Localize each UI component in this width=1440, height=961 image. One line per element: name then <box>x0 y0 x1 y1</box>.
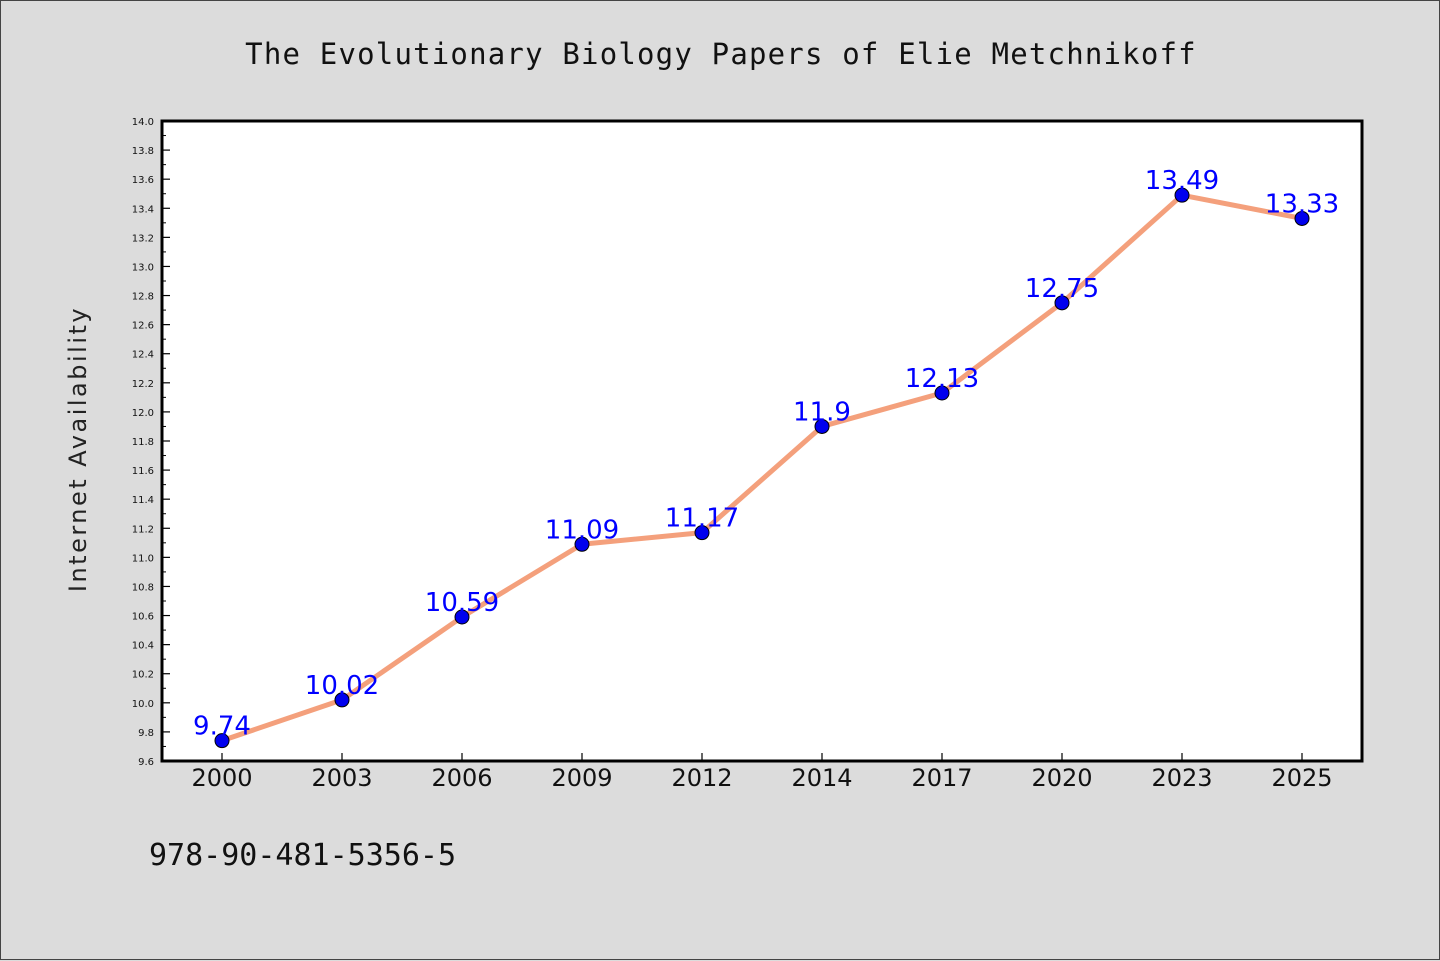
y-tick-label: 10.6 <box>132 612 154 623</box>
y-tick-label: 13.8 <box>132 146 154 157</box>
data-label: 10.59 <box>425 588 499 618</box>
x-tick-label: 2023 <box>1151 764 1212 792</box>
data-label: 11.17 <box>665 504 739 534</box>
y-axis-ticks: 9.6 9.8 10.0 10.2 10.4 10.6 10.8 11.0 11.2 11.4 11… <box>132 117 170 768</box>
data-point <box>1294 210 1310 226</box>
series-layer: 9.74 10.02 10.59 11.09 11.17 11.9 12.13 12.75 13… <box>193 166 1339 749</box>
y-tick-label: 10.4 <box>132 641 154 652</box>
data-label: 10.02 <box>305 671 379 701</box>
x-tick-label: 2020 <box>1031 764 1092 792</box>
data-point <box>334 692 350 708</box>
y-tick-label: 9.6 <box>138 757 154 768</box>
data-point <box>814 418 830 434</box>
x-tick-label: 2012 <box>671 764 732 792</box>
x-tick-label: 2025 <box>1271 764 1332 792</box>
data-point <box>934 385 950 401</box>
data-point <box>1174 187 1190 203</box>
data-point <box>694 525 710 541</box>
y-tick-label: 11.0 <box>132 553 154 564</box>
data-point <box>1054 295 1070 311</box>
data-point <box>214 733 230 749</box>
y-tick-label: 13.4 <box>132 204 154 215</box>
y-tick-label: 12.2 <box>132 379 154 390</box>
data-point <box>574 536 590 552</box>
y-tick-label: 10.2 <box>132 670 154 681</box>
y-tick-label: 9.8 <box>138 728 154 739</box>
y-tick-label: 13.2 <box>132 233 154 244</box>
series-line <box>219 192 1305 744</box>
y-tick-label: 10.0 <box>132 699 154 710</box>
x-tick-label: 2017 <box>911 764 972 792</box>
y-tick-label: 12.4 <box>132 350 154 361</box>
data-label: 12.13 <box>905 364 979 394</box>
y-tick-label: 13.6 <box>132 175 154 186</box>
y-tick-label: 12.6 <box>132 321 154 332</box>
data-label: 11.09 <box>545 515 619 545</box>
x-tick-label: 2003 <box>311 764 372 792</box>
chart-title: The Evolutionary Biology Papers of Elie … <box>245 37 1197 71</box>
y-axis-label: Internet Availability <box>64 306 92 592</box>
data-label: 12.75 <box>1025 274 1099 304</box>
x-tick-label: 2014 <box>791 764 852 792</box>
data-label: 13.33 <box>1265 189 1339 219</box>
x-tick-label: 2000 <box>191 764 252 792</box>
y-tick-label: 13.0 <box>132 262 154 273</box>
y-tick-label: 10.8 <box>132 582 154 593</box>
y-tick-label: 11.6 <box>132 466 154 477</box>
x-tick-label: 2006 <box>431 764 492 792</box>
plot-area <box>160 119 1364 763</box>
data-label: 11.9 <box>793 397 851 427</box>
y-tick-label: 14.0 <box>132 117 154 128</box>
data-label: 9.74 <box>193 712 251 742</box>
y-tick-label: 11.2 <box>132 524 154 535</box>
y-tick-label: 11.8 <box>132 437 154 448</box>
data-point <box>454 609 470 625</box>
y-tick-label: 12.0 <box>132 408 154 419</box>
data-label: 13.49 <box>1145 166 1219 196</box>
x-tick-label: 2009 <box>551 764 612 792</box>
y-tick-label: 11.4 <box>132 495 154 506</box>
y-tick-label: 12.8 <box>132 292 154 303</box>
x-axis-ticks: 2000 2003 2006 2009 2012 2014 2017 2020 2023 2025 <box>191 753 1333 792</box>
isbn-text: 978-90-481-5356-5 <box>149 838 456 873</box>
